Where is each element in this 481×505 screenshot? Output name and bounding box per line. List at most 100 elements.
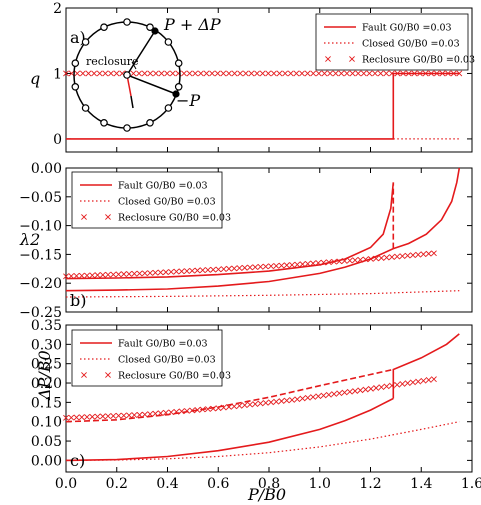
- reclosure-marker: [63, 273, 69, 280]
- reclosure-marker: [96, 70, 103, 77]
- reclosure-marker: [152, 410, 159, 417]
- reclosure-marker: [173, 408, 180, 415]
- reclosure-marker: [126, 270, 132, 277]
- reclosure-marker: [352, 388, 359, 394]
- x-tick-label: 0.6: [207, 476, 229, 492]
- panel-a-series: [63, 70, 463, 140]
- reclosure-marker: [169, 70, 176, 77]
- reclosure-marker: [450, 70, 457, 77]
- reclosure-marker: [310, 70, 317, 77]
- reclosure-marker: [241, 264, 248, 271]
- reclosure-marker: [299, 70, 305, 77]
- reclosure-marker: [79, 70, 86, 77]
- reclosure-marker: [215, 266, 222, 273]
- reclosure-marker: [147, 270, 154, 276]
- reclosure-marker: [321, 70, 328, 77]
- y-tick-label: 0: [53, 132, 62, 148]
- reclosure-marker: [120, 412, 127, 419]
- reclosure-marker: [352, 257, 359, 264]
- legend-box: [71, 329, 223, 387]
- reclosure-marker: [315, 393, 322, 400]
- reclosure-marker: [181, 70, 187, 77]
- inset-edge-1: [126, 30, 156, 76]
- reclosure-marker: [409, 252, 416, 259]
- x-tick-label: 0.0: [55, 476, 77, 492]
- reclosure-marker: [294, 261, 301, 268]
- reclosure-marker: [252, 401, 259, 407]
- reclosure-marker: [94, 272, 101, 279]
- reclosure-marker: [68, 273, 75, 280]
- inset-node: [71, 83, 80, 91]
- reclosure-marker: [120, 271, 127, 278]
- y-tick-label: 0.35: [31, 318, 62, 334]
- reclosure-marker: [411, 70, 418, 77]
- series-line-dotted: [65, 421, 460, 461]
- panel-a-ylabel: q: [30, 69, 40, 88]
- reclosure-marker: [439, 70, 446, 77]
- reclosure-marker: [377, 70, 384, 77]
- panel-a: 012 a) q P + ΔP reclosure −P Fault G0/B0…: [30, 1, 475, 153]
- reclosure-marker: [331, 391, 337, 397]
- reclosure-marker: [203, 70, 210, 77]
- panel-c-ticks: 0.00 0.05 0.10 0.15 0.20 0.25 0.30 0.35 0.0 0.2 0.…: [31, 318, 481, 492]
- panel-c-label: c): [70, 451, 85, 470]
- reclosure-marker: [74, 70, 81, 77]
- reclosure-marker: [141, 411, 148, 418]
- panel-b-ticks: −0.25 −0.20 −0.15 −0.10 −0.05 0.00: [19, 161, 473, 321]
- inset-node: [81, 38, 90, 46]
- reclosure-marker: [214, 70, 221, 77]
- reclosure-marker: [310, 260, 316, 267]
- reclosure-marker: [164, 70, 171, 77]
- reclosure-marker: [409, 379, 416, 386]
- reclosure-marker: [147, 70, 154, 77]
- reclosure-marker: [310, 394, 316, 400]
- reclosure-marker: [157, 410, 164, 417]
- series-line-dotted: [65, 290, 460, 298]
- legend-label: Closed G0/B0 =0.03: [362, 39, 460, 50]
- series-line-solid: [65, 397, 394, 462]
- reclosure-marker: [173, 268, 180, 275]
- legend-label: Fault G0/B0 =0.03: [118, 181, 208, 192]
- reclosure-marker: [394, 253, 401, 260]
- series-line-dashed: [65, 368, 394, 423]
- reclosure-marker: [268, 263, 274, 270]
- panel-c-legend: Fault G0/B0 =0.03 Closed G0/B0 =0.03 Reclo…: [71, 329, 231, 387]
- y-tick-label: 0.10: [31, 415, 62, 431]
- y-tick-label: 0.00: [31, 161, 62, 177]
- x-tick-label: 0.4: [156, 476, 178, 492]
- annotation-minus-p: −P: [176, 91, 200, 110]
- inset-hub-node: [123, 71, 131, 79]
- inset-node: [146, 119, 154, 127]
- reclosure-marker: [115, 412, 122, 419]
- reclosure-marker: [254, 70, 260, 77]
- reclosure-marker: [294, 396, 301, 403]
- reclosure-marker: [141, 70, 148, 77]
- reclosure-marker: [299, 395, 306, 402]
- reclosure-marker: [388, 70, 395, 77]
- reclosure-marker: [215, 405, 222, 412]
- reclosure-marker: [383, 383, 390, 390]
- y-tick-label: 0.20: [31, 376, 62, 392]
- reclosure-marker: [293, 70, 300, 77]
- reclosure-marker: [130, 70, 137, 77]
- reclosure-marker: [394, 381, 401, 388]
- panel-b-legend: Fault G0/B0 =0.03 Closed G0/B0 =0.03 Reclo…: [71, 171, 231, 229]
- reclosure-marker: [415, 251, 422, 258]
- reclosure-marker: [183, 268, 190, 274]
- y-tick-label: 0.05: [31, 434, 62, 450]
- reclosure-marker: [388, 382, 395, 389]
- legend-box: [71, 171, 223, 229]
- y-tick-label: 1: [53, 66, 62, 82]
- reclosure-marker: [276, 70, 283, 77]
- reclosure-marker: [367, 385, 374, 392]
- reclosure-marker: [431, 376, 437, 383]
- reclosure-marker: [278, 262, 285, 269]
- reclosure-marker: [189, 267, 196, 274]
- reclosure-marker: [304, 260, 311, 267]
- reclosure-marker: [84, 414, 90, 420]
- reclosure-marker: [315, 70, 322, 77]
- reclosure-marker: [320, 392, 327, 399]
- reclosure-marker: [68, 414, 75, 421]
- reclosure-marker: [136, 270, 143, 277]
